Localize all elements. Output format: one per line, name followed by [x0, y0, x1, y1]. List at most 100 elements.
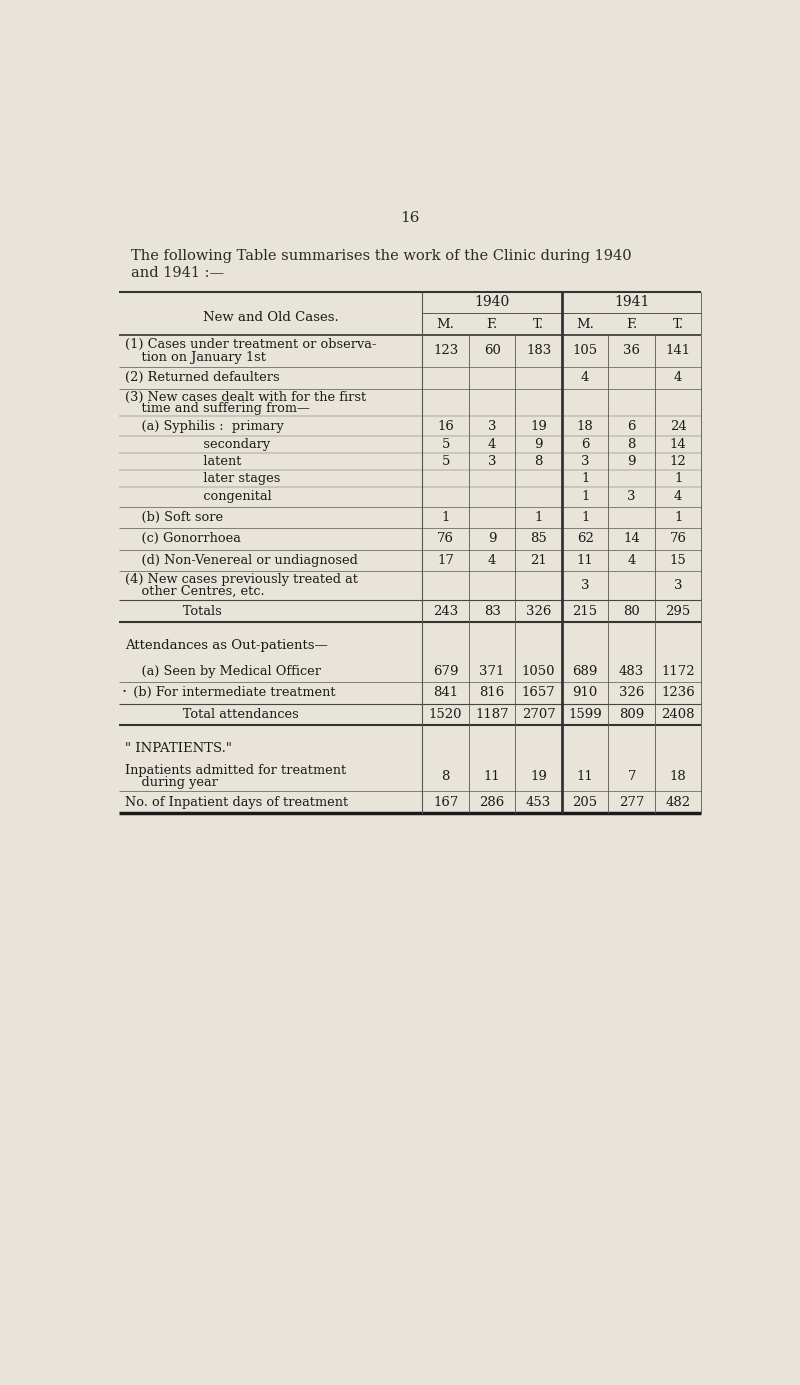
Text: 11: 11: [484, 770, 501, 784]
Text: 326: 326: [526, 605, 551, 618]
Text: 105: 105: [573, 345, 598, 357]
Text: 76: 76: [670, 532, 686, 546]
Text: 1657: 1657: [522, 687, 555, 699]
Text: 1187: 1187: [475, 708, 509, 722]
Text: 18: 18: [670, 770, 686, 784]
Text: during year: during year: [125, 776, 218, 789]
Text: 9: 9: [488, 532, 496, 546]
Text: 141: 141: [666, 345, 690, 357]
Text: 2408: 2408: [662, 708, 695, 722]
Text: 3: 3: [581, 579, 590, 593]
Text: 2707: 2707: [522, 708, 555, 722]
Text: 4: 4: [488, 554, 496, 566]
Text: 83: 83: [484, 605, 501, 618]
Text: 4: 4: [488, 438, 496, 450]
Text: (a) Syphilis :  primary: (a) Syphilis : primary: [125, 420, 283, 432]
Text: 11: 11: [577, 554, 594, 566]
Text: 17: 17: [438, 554, 454, 566]
Text: 1: 1: [581, 471, 590, 485]
Text: Inpatients admitted for treatment: Inpatients admitted for treatment: [125, 765, 346, 777]
Text: New and Old Cases.: New and Old Cases.: [202, 310, 338, 324]
Text: 4: 4: [627, 554, 636, 566]
Text: 5: 5: [442, 454, 450, 468]
Text: 8: 8: [442, 770, 450, 784]
Text: 326: 326: [619, 687, 644, 699]
Text: 689: 689: [573, 665, 598, 677]
Text: 1520: 1520: [429, 708, 462, 722]
Text: 277: 277: [619, 796, 644, 809]
Text: 1050: 1050: [522, 665, 555, 677]
Text: T.: T.: [673, 317, 684, 331]
Text: (1) Cases under treatment or observa-: (1) Cases under treatment or observa-: [125, 338, 376, 350]
Text: 1: 1: [581, 511, 590, 524]
Text: 3: 3: [488, 420, 496, 432]
Text: 1: 1: [534, 511, 543, 524]
Text: 3: 3: [581, 454, 590, 468]
Text: 1: 1: [674, 471, 682, 485]
Text: later stages: later stages: [125, 471, 280, 485]
Text: 85: 85: [530, 532, 547, 546]
Text: 16: 16: [438, 420, 454, 432]
Text: 15: 15: [670, 554, 686, 566]
Text: 483: 483: [619, 665, 644, 677]
Text: 16: 16: [400, 211, 420, 224]
Text: 6: 6: [627, 420, 636, 432]
Text: 62: 62: [577, 532, 594, 546]
Text: Attendances as Out-patients—: Attendances as Out-patients—: [125, 638, 327, 652]
Text: (b) For intermediate treatment: (b) For intermediate treatment: [125, 687, 335, 699]
Text: time and suffering from—: time and suffering from—: [125, 402, 310, 414]
Text: No. of Inpatient days of treatment: No. of Inpatient days of treatment: [125, 796, 348, 809]
Text: (d) Non-Venereal or undiagnosed: (d) Non-Venereal or undiagnosed: [125, 554, 358, 566]
Text: 8: 8: [534, 454, 543, 468]
Text: ·: ·: [122, 684, 127, 701]
Text: and 1941 :—: and 1941 :—: [131, 266, 224, 280]
Text: 910: 910: [573, 687, 598, 699]
Text: 9: 9: [627, 454, 636, 468]
Text: M.: M.: [437, 317, 454, 331]
Text: 11: 11: [577, 770, 594, 784]
Text: (3) New cases dealt with for the first: (3) New cases dealt with for the first: [125, 391, 366, 403]
Text: 4: 4: [581, 371, 590, 385]
Text: 215: 215: [573, 605, 598, 618]
Text: 816: 816: [479, 687, 505, 699]
Text: 1: 1: [442, 511, 450, 524]
Text: (2) Returned defaulters: (2) Returned defaulters: [125, 371, 279, 385]
Text: " INPATIENTS.": " INPATIENTS.": [125, 742, 232, 755]
Text: 809: 809: [619, 708, 644, 722]
Text: (b) Soft sore: (b) Soft sore: [125, 511, 223, 524]
Text: 18: 18: [577, 420, 594, 432]
Text: Total attendances: Total attendances: [125, 708, 298, 722]
Text: (4) New cases previously treated at: (4) New cases previously treated at: [125, 573, 358, 586]
Text: 19: 19: [530, 420, 547, 432]
Text: 205: 205: [573, 796, 598, 809]
Text: 371: 371: [479, 665, 505, 677]
Text: secondary: secondary: [125, 438, 270, 450]
Text: 6: 6: [581, 438, 590, 450]
Text: 453: 453: [526, 796, 551, 809]
Text: 4: 4: [674, 490, 682, 503]
Text: 1940: 1940: [474, 295, 510, 309]
Text: tion on January 1st: tion on January 1st: [125, 350, 266, 364]
Text: 36: 36: [623, 345, 640, 357]
Text: 3: 3: [674, 579, 682, 593]
Text: 1941: 1941: [614, 295, 650, 309]
Text: 9: 9: [534, 438, 543, 450]
Text: congenital: congenital: [125, 490, 271, 503]
Text: Totals: Totals: [125, 605, 222, 618]
Text: 14: 14: [623, 532, 640, 546]
Text: 183: 183: [526, 345, 551, 357]
Text: F.: F.: [626, 317, 638, 331]
Text: 1172: 1172: [662, 665, 695, 677]
Text: 286: 286: [479, 796, 505, 809]
Text: 80: 80: [623, 605, 640, 618]
Text: 24: 24: [670, 420, 686, 432]
Text: 1: 1: [674, 511, 682, 524]
Text: 679: 679: [433, 665, 458, 677]
Text: 4: 4: [674, 371, 682, 385]
Text: 167: 167: [433, 796, 458, 809]
Text: 8: 8: [627, 438, 636, 450]
Text: 14: 14: [670, 438, 686, 450]
Text: 123: 123: [433, 345, 458, 357]
Text: latent: latent: [125, 454, 242, 468]
Text: 3: 3: [488, 454, 496, 468]
